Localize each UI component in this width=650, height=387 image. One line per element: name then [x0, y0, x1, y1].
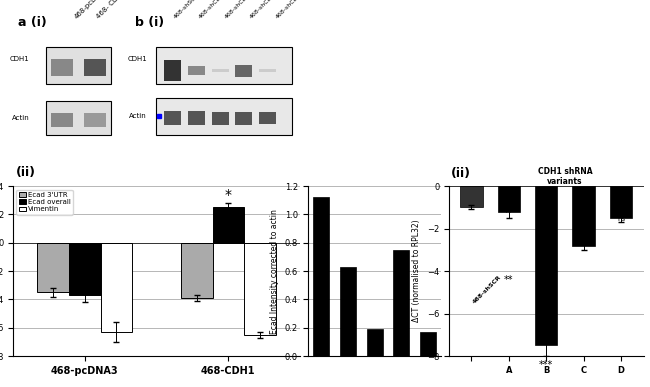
- Bar: [420, 332, 436, 356]
- Bar: [213, 207, 244, 243]
- Text: 468-shCDH1-A: 468-shCDH1-A: [198, 0, 234, 20]
- Text: ***: ***: [539, 360, 553, 370]
- Bar: [498, 186, 520, 212]
- Legend: Ecad 3'UTR, Ecad overall, Vimentin: Ecad 3'UTR, Ecad overall, Vimentin: [16, 190, 73, 214]
- FancyBboxPatch shape: [188, 66, 205, 75]
- Text: (ii): (ii): [16, 166, 36, 179]
- FancyBboxPatch shape: [51, 113, 73, 127]
- Bar: [69, 243, 101, 295]
- Bar: [535, 186, 558, 346]
- Bar: [460, 186, 483, 207]
- Text: Actin: Actin: [129, 113, 147, 120]
- FancyBboxPatch shape: [235, 65, 252, 77]
- Text: 468-pcDNA3: 468-pcDNA3: [73, 0, 109, 20]
- FancyBboxPatch shape: [188, 111, 205, 125]
- Bar: [340, 267, 356, 356]
- Text: 468- CDH1: 468- CDH1: [95, 0, 126, 20]
- FancyBboxPatch shape: [51, 59, 73, 76]
- Text: 468-shCDH1-D: 468-shCDH1-D: [274, 0, 311, 20]
- Bar: [101, 243, 132, 332]
- Text: (ii): (ii): [451, 167, 471, 180]
- FancyBboxPatch shape: [46, 47, 111, 84]
- FancyBboxPatch shape: [155, 98, 292, 135]
- Text: ns: ns: [617, 216, 625, 222]
- FancyBboxPatch shape: [212, 69, 229, 72]
- Text: CDH1 shRNA
variants: CDH1 shRNA variants: [538, 167, 592, 186]
- Text: 468-shSCR: 468-shSCR: [172, 0, 200, 20]
- Text: Actin: Actin: [12, 115, 29, 121]
- FancyBboxPatch shape: [164, 111, 181, 125]
- FancyBboxPatch shape: [155, 47, 292, 84]
- Bar: [367, 329, 383, 356]
- Text: b (i): b (i): [135, 16, 164, 29]
- FancyBboxPatch shape: [235, 112, 252, 125]
- Bar: [244, 243, 276, 335]
- FancyBboxPatch shape: [212, 112, 229, 125]
- Bar: [393, 250, 410, 356]
- Y-axis label: ΔCT (normalised to RPL32): ΔCT (normalised to RPL32): [412, 220, 421, 322]
- FancyBboxPatch shape: [84, 59, 106, 76]
- FancyBboxPatch shape: [259, 112, 276, 124]
- FancyBboxPatch shape: [259, 69, 276, 72]
- Text: **: **: [504, 208, 514, 218]
- FancyBboxPatch shape: [84, 113, 106, 127]
- FancyBboxPatch shape: [164, 60, 181, 81]
- Text: **: **: [579, 240, 588, 250]
- Y-axis label: Ecad Intensity corrected to actin: Ecad Intensity corrected to actin: [270, 209, 280, 334]
- Text: 468-shCDH1-C: 468-shCDH1-C: [249, 0, 285, 20]
- Text: *: *: [225, 188, 232, 202]
- Text: 468-shSCR: 468-shSCR: [471, 275, 502, 305]
- Text: CDH1: CDH1: [127, 56, 147, 62]
- Text: **: **: [504, 275, 514, 285]
- Text: a (i): a (i): [18, 16, 47, 29]
- Bar: [181, 243, 213, 298]
- Text: CDH1: CDH1: [10, 56, 29, 62]
- Bar: [38, 243, 69, 292]
- Text: 468-shCDH1-B: 468-shCDH1-B: [224, 0, 259, 20]
- Bar: [313, 197, 329, 356]
- Bar: [610, 186, 632, 218]
- Bar: [573, 186, 595, 246]
- FancyBboxPatch shape: [46, 101, 111, 135]
